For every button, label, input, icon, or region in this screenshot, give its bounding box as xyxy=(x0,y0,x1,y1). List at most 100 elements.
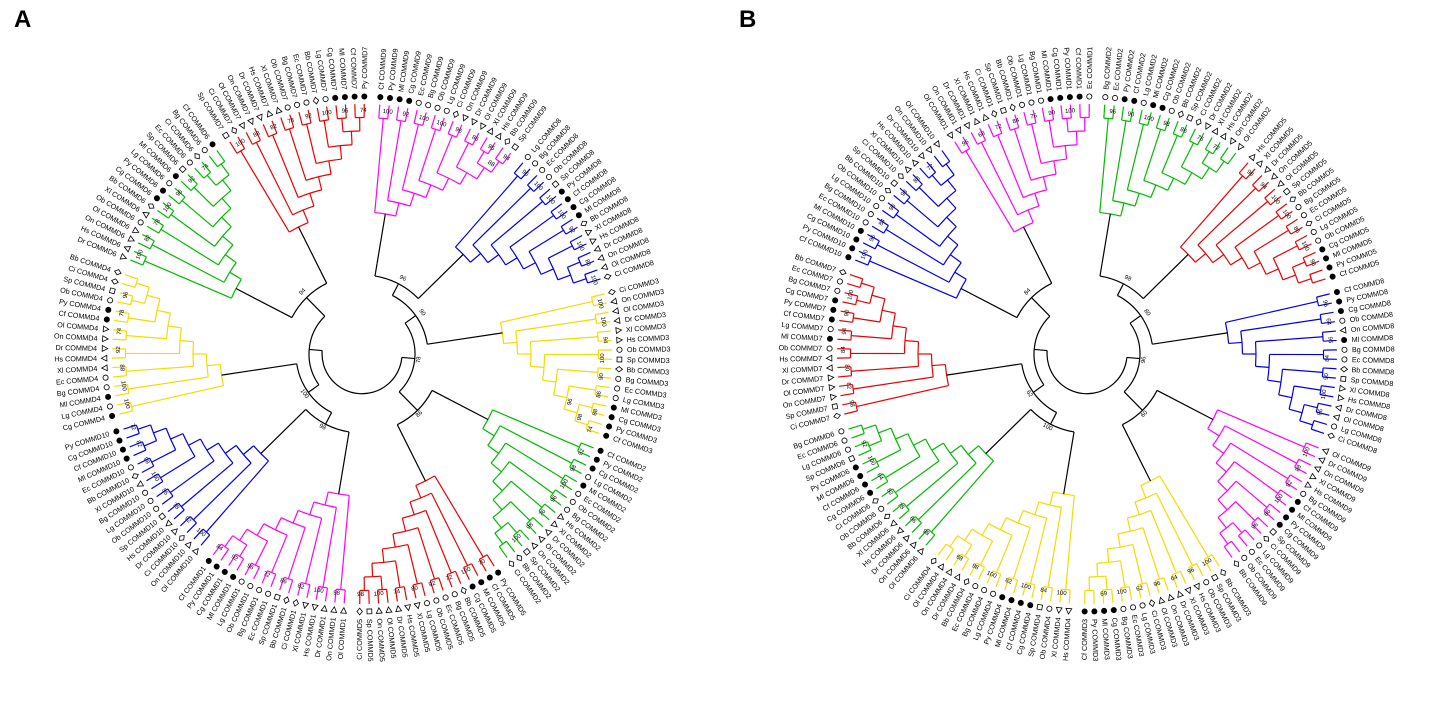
species-diamond-open-icon xyxy=(884,513,891,519)
branch-line xyxy=(487,142,496,155)
branch-line xyxy=(216,150,226,162)
species-circle-open-icon xyxy=(1102,94,1109,101)
branch-line xyxy=(1323,367,1337,370)
branch-arc xyxy=(321,350,403,395)
branch-arc xyxy=(907,433,921,457)
branch-line xyxy=(1164,117,1170,131)
branch-line xyxy=(1065,495,1075,590)
bootstrap-value: 100 xyxy=(418,115,430,123)
branch-line xyxy=(1184,172,1193,185)
branch-line xyxy=(533,181,544,192)
leaf-label: Hs COMMD4 xyxy=(1061,618,1073,661)
branch-line xyxy=(869,260,957,299)
species-triangle-down-icon xyxy=(953,573,961,582)
branch-arc xyxy=(590,296,595,306)
bootstrap-value: 62 xyxy=(1025,390,1034,399)
branch-line xyxy=(979,540,994,566)
branch-line xyxy=(272,134,299,198)
branch-line xyxy=(471,563,479,576)
branch-line xyxy=(260,418,297,455)
branch-line xyxy=(280,311,293,319)
branch-line xyxy=(1042,176,1048,191)
branch-line xyxy=(254,540,269,566)
species-diamond-open-icon xyxy=(833,412,841,420)
branch-line xyxy=(557,368,598,373)
species-triangle-up-icon xyxy=(825,354,833,362)
branch-arc xyxy=(528,251,542,275)
species-circle-filled-icon xyxy=(828,316,835,323)
branch-line xyxy=(113,375,127,378)
species-square-open-icon xyxy=(999,106,1007,115)
species-circle-open-icon xyxy=(841,437,848,444)
bootstrap-value: 100 xyxy=(556,209,567,221)
species-triangle-down-icon xyxy=(545,529,553,537)
branch-line xyxy=(292,510,299,524)
species-diamond-open-icon xyxy=(1340,365,1349,373)
branch-line xyxy=(1126,517,1132,532)
branch-line xyxy=(151,480,164,490)
branch-line xyxy=(455,142,470,168)
branch-line xyxy=(430,114,436,129)
branch-line xyxy=(919,167,930,179)
branch-arc xyxy=(1224,322,1230,344)
branch-line xyxy=(228,553,237,566)
branch-line xyxy=(1040,586,1045,600)
species-circle-filled-icon xyxy=(564,196,571,203)
branch-line xyxy=(220,548,230,561)
branch-line xyxy=(1270,195,1282,206)
branch-line xyxy=(595,311,609,316)
bootstrap-value: 86 xyxy=(415,409,424,418)
branch-line xyxy=(242,445,255,455)
species-circle-open-icon xyxy=(238,578,245,585)
branch-line xyxy=(1049,587,1054,602)
branch-line xyxy=(505,540,516,553)
leaf-label: Bg COMMD2 xyxy=(1101,47,1113,90)
branch-line xyxy=(862,242,876,250)
branch-arc xyxy=(1026,581,1036,586)
species-triangle-down-icon xyxy=(593,245,602,252)
species-circle-open-icon xyxy=(127,464,134,471)
species-triangle-up-icon xyxy=(404,604,412,612)
branch-arc xyxy=(149,457,155,467)
branch-line xyxy=(1299,420,1313,426)
branch-arc xyxy=(436,172,461,185)
branch-line xyxy=(876,480,889,490)
branch-line xyxy=(598,339,612,342)
bootstrap-value: 100 xyxy=(511,533,523,545)
species-circle-filled-icon xyxy=(867,489,874,496)
species-triangle-up-icon xyxy=(1304,481,1312,488)
branch-line xyxy=(960,287,1006,313)
branch-arc xyxy=(1240,330,1244,355)
species-triangle-down-icon xyxy=(339,606,348,614)
species-diamond-open-icon xyxy=(838,269,847,276)
branch-line xyxy=(886,495,899,505)
species-square-open-icon xyxy=(366,608,373,615)
branch-arc xyxy=(1285,226,1292,235)
species-circle-open-icon xyxy=(1241,554,1248,561)
branch-line xyxy=(126,365,194,372)
species-circle-open-icon xyxy=(256,587,263,594)
branch-line xyxy=(160,228,219,266)
branch-line xyxy=(1274,496,1287,506)
branch-line xyxy=(509,461,554,494)
species-triangle-up-icon xyxy=(1248,153,1256,162)
species-triangle-up-icon xyxy=(1184,586,1191,595)
branch-line xyxy=(1142,527,1161,580)
branch-line xyxy=(1217,480,1228,492)
branch-line xyxy=(1230,442,1289,480)
bootstrap-value: 72 xyxy=(128,423,136,432)
branch-line xyxy=(1248,262,1261,270)
branch-line xyxy=(1275,203,1288,213)
branch-line xyxy=(1142,289,1153,300)
branch-line xyxy=(1106,548,1110,563)
branch-line xyxy=(455,175,519,248)
bootstrap-value: 96 xyxy=(398,275,407,284)
leaf-label: On COMMD5 xyxy=(375,618,387,662)
branch-line xyxy=(490,160,500,173)
species-triangle-up-icon xyxy=(494,132,502,141)
branch-line xyxy=(492,499,503,511)
